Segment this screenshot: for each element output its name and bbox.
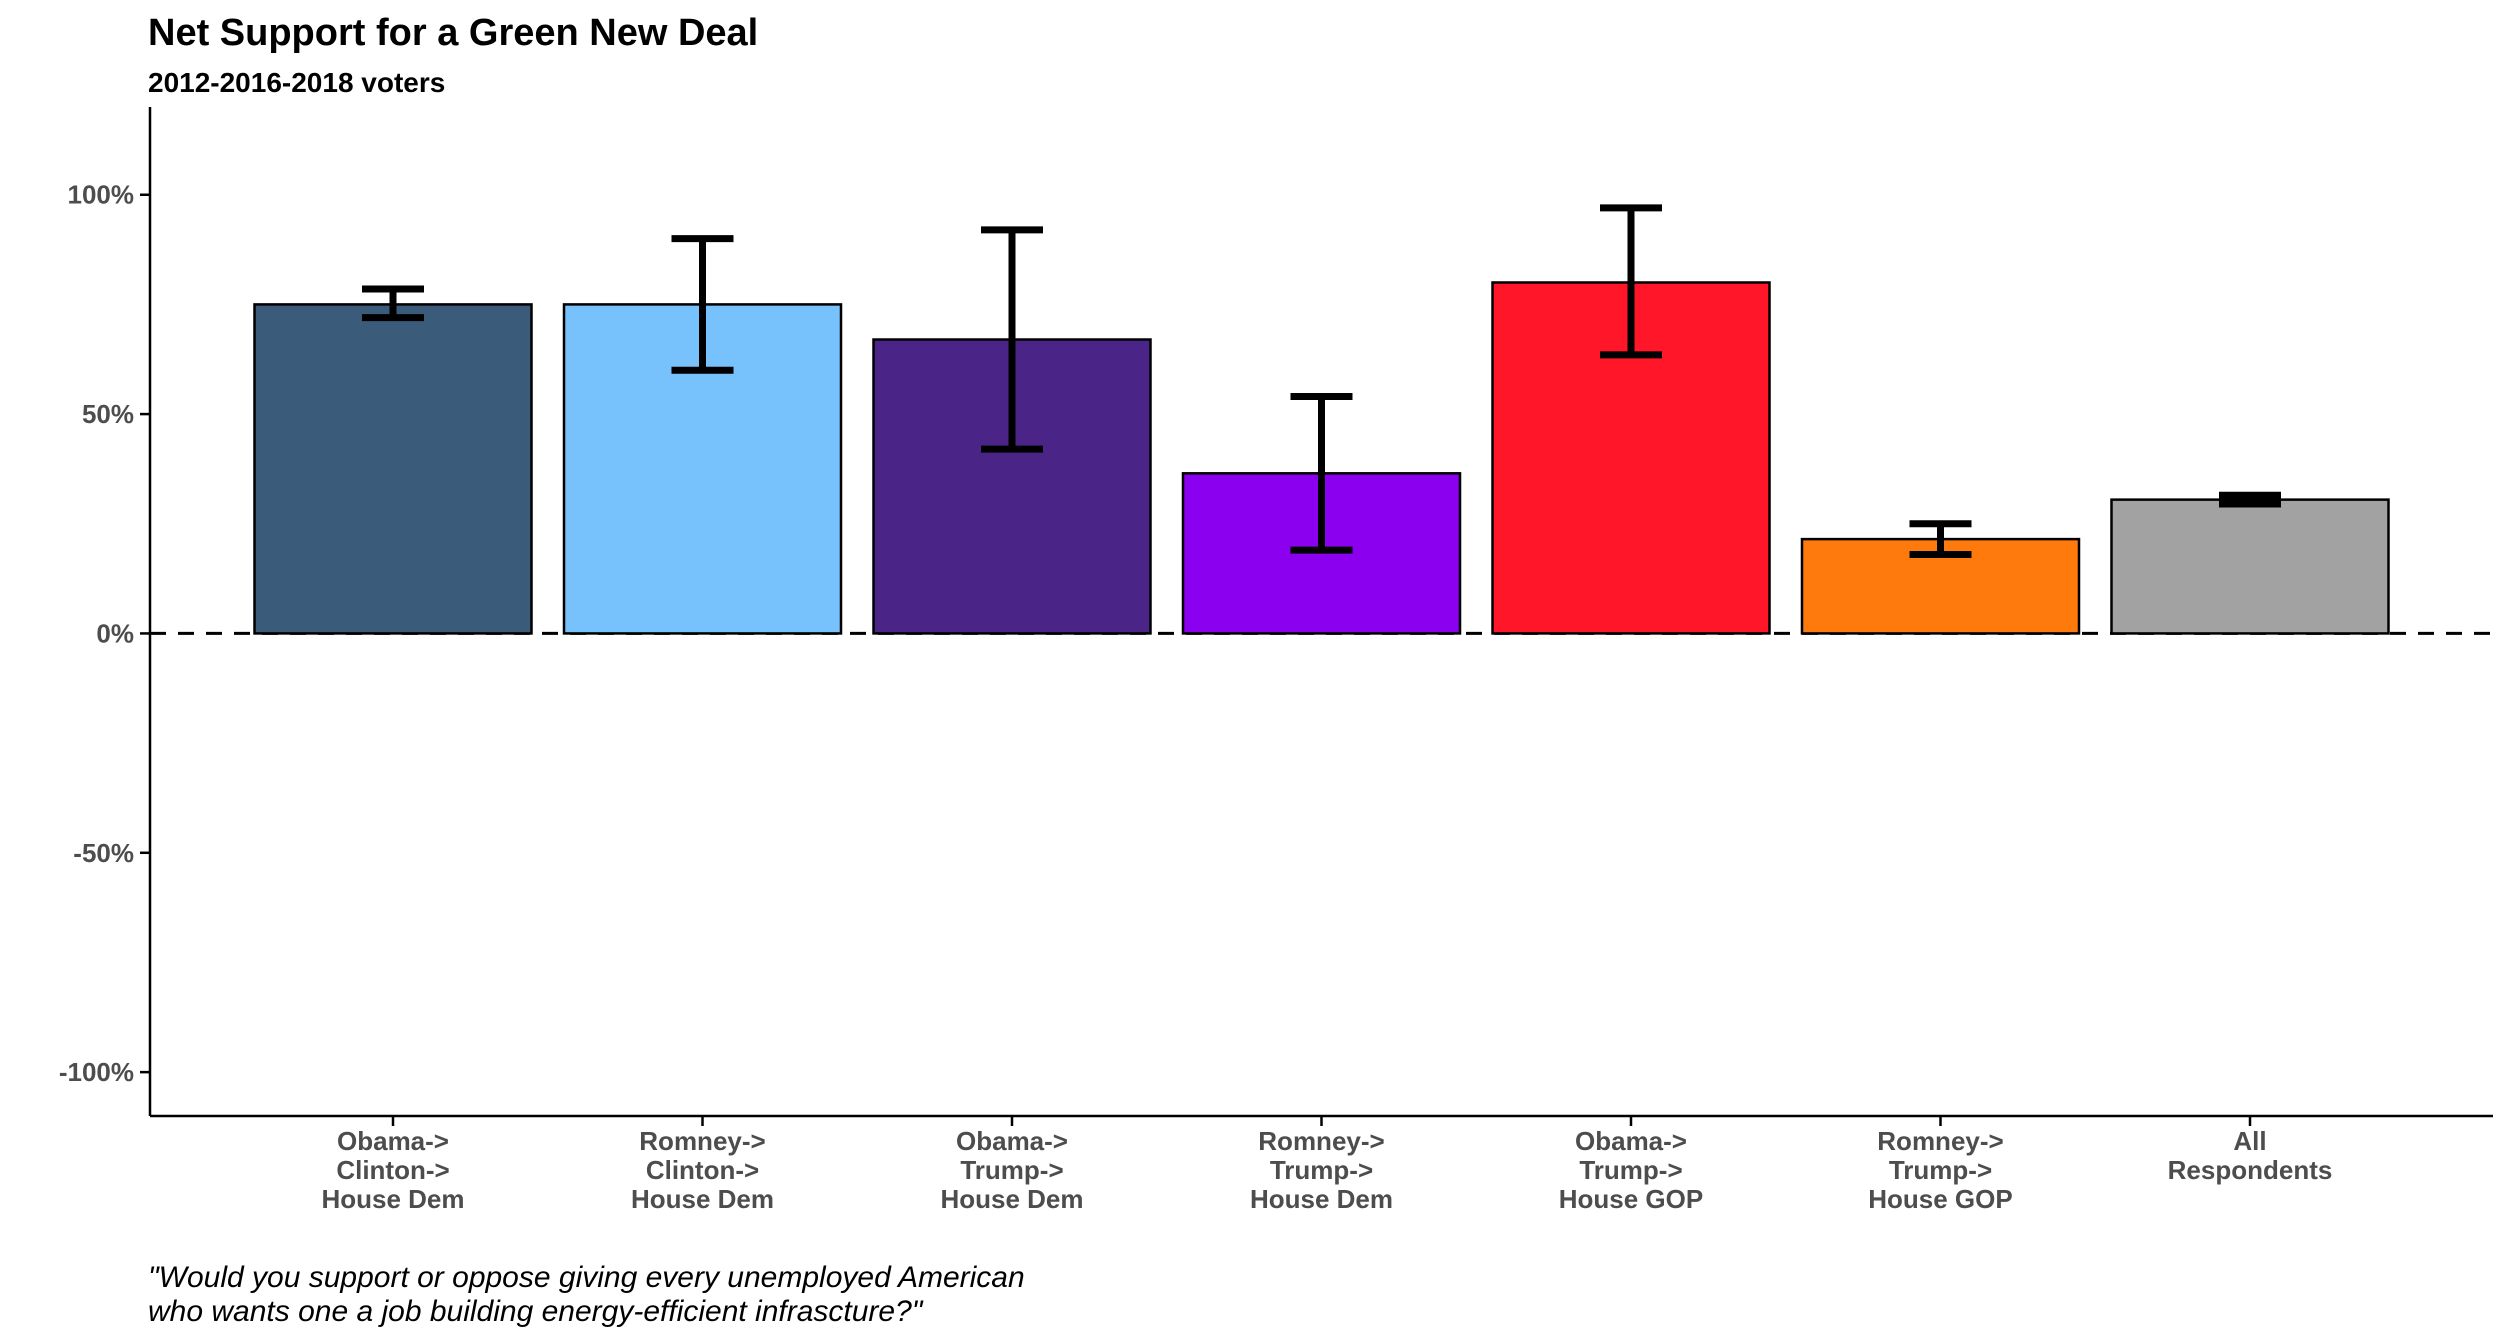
x-tick-label-line: Clinton-> xyxy=(646,1155,759,1185)
x-tick-label-line: Clinton-> xyxy=(336,1155,449,1185)
x-tick-label-line: Trump-> xyxy=(960,1155,1063,1185)
error-bar-6 xyxy=(1909,520,1972,558)
x-tick-label-line: House Dem xyxy=(940,1184,1083,1214)
x-tick-label: Romney-> Trump-> House GOP xyxy=(1868,1126,2012,1214)
bar-7 xyxy=(2110,498,2390,635)
x-tick-label-line: Obama-> xyxy=(1575,1126,1687,1156)
error-bar-1 xyxy=(362,285,424,322)
error-bar-3 xyxy=(981,226,1043,453)
x-tick-label: Romney-> Trump-> House Dem xyxy=(1250,1126,1393,1214)
x-tick-label-line: Romney-> xyxy=(1877,1126,2003,1156)
x-tick-label-line: Trump-> xyxy=(1579,1155,1682,1185)
chart-subtitle: 2012-2016-2018 voters xyxy=(148,67,445,98)
error-bar-7 xyxy=(2219,491,2281,508)
error-bars-layer xyxy=(362,204,2281,558)
caption-line-2: who wants one a job building energy-effi… xyxy=(148,1295,924,1328)
x-tick-label-line: Trump-> xyxy=(1270,1155,1373,1185)
x-tick-label-line: House Dem xyxy=(1250,1184,1393,1214)
y-tick-label: 0% xyxy=(96,618,134,648)
error-bar-4 xyxy=(1290,393,1353,554)
caption-line-1: "Would you support or oppose giving ever… xyxy=(148,1261,1025,1294)
x-tick-label-line: Trump-> xyxy=(1889,1155,1992,1185)
y-tick-labels: -100% -50% 0% 50% 100% xyxy=(59,180,134,1087)
x-tick-label-line: House GOP xyxy=(1559,1184,1703,1214)
chart-title: Net Support for a Green New Deal xyxy=(148,12,758,54)
x-tick-label-line: Respondents xyxy=(2168,1155,2333,1185)
error-bar-2 xyxy=(671,235,734,374)
y-tick-label: -100% xyxy=(59,1057,134,1087)
x-tick-label: Obama-> Trump-> House Dem xyxy=(940,1126,1083,1214)
x-tick-label: Obama-> Clinton-> House Dem xyxy=(321,1126,464,1214)
y-tick-label: 100% xyxy=(68,180,135,210)
x-tick-label-line: Romney-> xyxy=(1258,1126,1384,1156)
y-tick-label: 50% xyxy=(82,399,134,429)
x-tick-label: Obama-> Trump-> House GOP xyxy=(1559,1126,1703,1214)
x-tick-label-line: Obama-> xyxy=(956,1126,1068,1156)
axes-layer xyxy=(140,107,2493,1126)
x-tick-label: All Respondents xyxy=(2168,1126,2333,1185)
x-tick-label-line: House GOP xyxy=(1868,1184,2012,1214)
caption: "Would you support or oppose giving ever… xyxy=(148,1261,1025,1328)
x-tick-label-line: House Dem xyxy=(321,1184,464,1214)
x-tick-label-line: Obama-> xyxy=(337,1126,449,1156)
error-bar-5 xyxy=(1600,204,1662,359)
x-tick-label-line: Romney-> xyxy=(639,1126,765,1156)
x-tick-label: Romney-> Clinton-> House Dem xyxy=(631,1126,774,1214)
y-tick-label: -50% xyxy=(73,838,134,868)
bar-1 xyxy=(253,303,533,635)
x-tick-label-line: All xyxy=(2233,1126,2266,1156)
x-tick-label-line: House Dem xyxy=(631,1184,774,1214)
